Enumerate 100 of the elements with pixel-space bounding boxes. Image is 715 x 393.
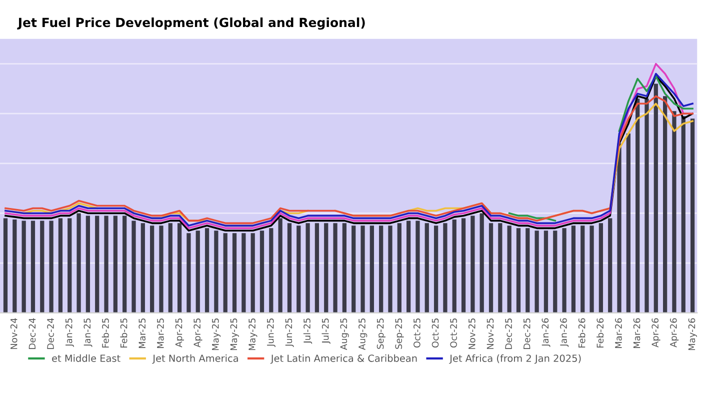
bar <box>140 223 145 313</box>
x-tick-label: Oct-25 <box>450 318 457 348</box>
x-tick-label: May-25 <box>212 318 221 350</box>
x-tick-label: Mar-26 <box>633 318 640 348</box>
bar <box>49 220 54 313</box>
x-tick-label: Jan-26 <box>560 318 569 347</box>
x-tick-label: May-25 <box>230 318 239 350</box>
bar <box>617 143 622 313</box>
x-tick-label: Feb-25 <box>102 318 109 348</box>
bar <box>40 220 44 313</box>
x-tick-label: Mar-26 <box>615 318 622 348</box>
bar <box>306 223 310 313</box>
bar <box>186 233 191 313</box>
x-tick-label: Dec-24 <box>28 318 36 350</box>
bar <box>388 226 392 313</box>
x-tick-label: Feb-26 <box>596 318 604 348</box>
bar <box>461 218 466 313</box>
bar <box>480 213 484 313</box>
bar <box>636 98 640 313</box>
bar <box>12 219 17 313</box>
bar <box>690 118 695 313</box>
bar <box>672 111 676 313</box>
x-tick-label: Sep-25 <box>395 318 404 349</box>
bar <box>544 230 548 313</box>
bar <box>434 226 438 313</box>
bar <box>452 219 456 313</box>
bar <box>534 230 539 313</box>
bar <box>498 223 502 313</box>
x-tick-label: Jan-25 <box>84 318 92 347</box>
x-tick-label: May-26 <box>688 318 697 350</box>
bar <box>3 218 8 313</box>
x-tick-label: Nov-24 <box>10 318 18 349</box>
bar <box>86 216 90 313</box>
x-tick-label: Jan-26 <box>542 318 550 347</box>
bar <box>352 226 356 313</box>
bar <box>324 223 328 313</box>
x-tick-label: Jun-25 <box>266 318 276 348</box>
bar <box>507 226 512 313</box>
x-tick-label: Nov-25 <box>468 318 476 349</box>
bar <box>104 216 108 313</box>
bar <box>654 84 658 313</box>
bar <box>516 228 521 313</box>
bar <box>370 226 374 313</box>
x-tick-label: Feb-25 <box>120 318 128 348</box>
bar <box>644 98 649 313</box>
bar <box>526 228 530 313</box>
legend-label: Jet North America <box>152 354 238 364</box>
bar <box>598 223 603 313</box>
bar <box>626 134 630 313</box>
bar <box>76 213 81 313</box>
bar <box>571 226 576 313</box>
bar <box>250 233 255 313</box>
bar <box>177 223 182 313</box>
bar <box>58 218 63 313</box>
bar <box>223 233 228 313</box>
x-tick-label: Apr-26 <box>670 318 679 348</box>
bar <box>406 220 411 313</box>
x-tick-label: Mar-25 <box>157 318 164 348</box>
bar <box>470 216 475 313</box>
x-tick-label: Jul-25 <box>322 318 330 344</box>
bar <box>260 230 264 313</box>
bar <box>360 226 365 313</box>
x-tick-label: Apr-26 <box>652 318 660 348</box>
bar <box>204 228 210 313</box>
bar <box>122 216 127 313</box>
bar <box>232 233 237 313</box>
bar <box>443 223 448 313</box>
x-tick-label: May-25 <box>248 318 258 350</box>
x-tick-label: Feb-26 <box>578 318 586 348</box>
chart-title: Jet Fuel Price Development (Global and Regional) <box>17 17 365 30</box>
bar <box>242 233 246 313</box>
x-tick-label: Dec-25 <box>523 318 530 350</box>
bar <box>269 228 274 313</box>
bar <box>580 226 585 313</box>
bar <box>608 218 612 313</box>
bar <box>590 226 594 313</box>
bar <box>379 226 384 313</box>
bar <box>22 220 26 313</box>
x-tick-label: Apr-25 <box>194 318 202 348</box>
bar <box>681 116 686 313</box>
bar <box>68 218 72 313</box>
x-tick-label: Jan-25 <box>65 318 74 347</box>
bar <box>488 223 494 313</box>
bar <box>416 220 420 313</box>
x-tick-label: Oct-25 <box>414 318 420 348</box>
bar <box>196 230 200 313</box>
x-tick-label: Nov-25 <box>486 318 494 349</box>
bar <box>553 230 558 313</box>
x-tick-label: Mar-25 <box>138 318 146 348</box>
legend-label: Jet Latin America & Caribbean <box>270 354 417 364</box>
bar <box>342 223 346 313</box>
x-tick-label: Apr-25 <box>175 318 184 348</box>
bar <box>296 226 301 313</box>
bar <box>424 223 429 313</box>
bar <box>562 228 566 313</box>
x-tick-label: Jul-25 <box>303 318 312 344</box>
bar <box>30 220 36 313</box>
bar <box>150 226 154 313</box>
bar <box>159 226 164 313</box>
bar <box>397 223 402 313</box>
